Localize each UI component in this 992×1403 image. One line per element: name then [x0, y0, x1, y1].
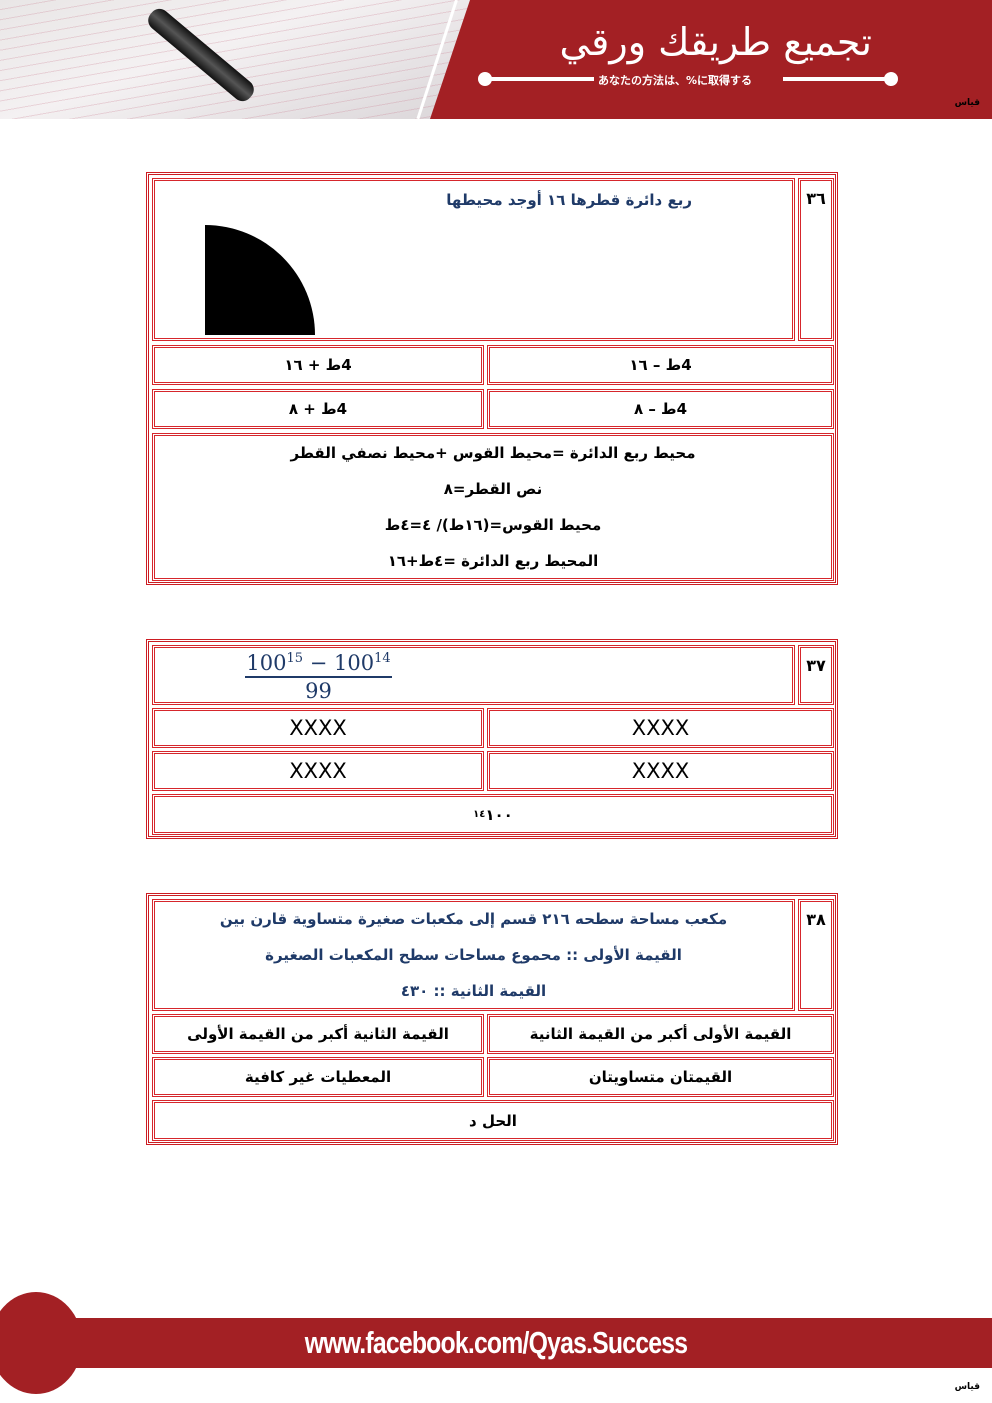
solution-line: المحيط ربع الدائرة =٤ط+١٦ [387, 552, 599, 570]
question-cell: مكعب مساحة سطحه ٢١٦ قسم إلى مكعبات صغيرة… [152, 899, 795, 1011]
option-d[interactable]: 4ط + ٨ [152, 389, 484, 429]
fraction-denominator: 99 [305, 679, 332, 703]
solution-line: محيط القوس=(١٦ط)/ ٤=٤ط [384, 516, 602, 534]
option-c[interactable]: XXXX [487, 751, 834, 791]
page-header: تجميع طريقك ورقي あなたの方法は、%に取得する قياس [0, 0, 992, 119]
option-d[interactable]: المعطيات غير كافية [152, 1057, 484, 1097]
answer-exponent: ١٤ [473, 809, 486, 820]
option-a[interactable]: 4ط – ١٦ [487, 345, 834, 385]
question-37-table: 10015 − 10014 99 ٣٧ XXXX XXXX XXXX XXXX … [146, 639, 838, 839]
question-36-table: ربع دائرة قطرها ١٦ أوجد محيطها ٣٦ 4ط – ١… [146, 172, 838, 585]
option-a[interactable]: XXXX [487, 708, 834, 748]
footer-circle [0, 1292, 82, 1394]
solution-line: محيط ربع الدائرة =محيط القوس +محيط نصفي … [290, 444, 696, 462]
header-photo [0, 0, 470, 119]
question-math: 10015 − 10014 99 [152, 645, 795, 705]
answer-cell: الحل د [152, 1100, 834, 1141]
solution-line: نص القطر=٨ [443, 480, 543, 498]
question-number: ٣٦ [798, 178, 834, 341]
option-b[interactable]: القيمة الثانية أكبر من القيمة الأولى [152, 1014, 484, 1054]
answer-base: ١٠٠ [485, 805, 513, 824]
question-text-line: القيمة الأولى :: محموع مساحات سطح المكعب… [265, 946, 682, 964]
header-title: تجميع طريقك ورقي [559, 20, 872, 64]
header-subtitle-line: あなたの方法は、%に取得する [478, 72, 898, 87]
option-c[interactable]: 4ط – ٨ [487, 389, 834, 429]
quarter-circle-figure [205, 225, 315, 335]
option-c[interactable]: القيمتان متساويتان [487, 1057, 834, 1097]
option-d[interactable]: XXXX [152, 751, 484, 791]
question-number: ٣٨ [798, 899, 834, 1011]
question-text-line: القيمة الثانية :: ٤٣٠ [400, 982, 547, 1000]
question-38-table: مكعب مساحة سطحه ٢١٦ قسم إلى مكعبات صغيرة… [146, 893, 838, 1145]
footer-logo: قياس [954, 1382, 980, 1392]
question-number: ٣٧ [798, 645, 834, 705]
option-b[interactable]: XXXX [152, 708, 484, 748]
header-subtitle: あなたの方法は、%に取得する [598, 74, 753, 87]
header-logo: قياس [954, 98, 980, 108]
question-text: ربع دائرة قطرها ١٦ أوجد محيطها [446, 191, 692, 209]
option-a[interactable]: القيمة الأولى أكبر من القيمة الثانية [487, 1014, 834, 1054]
question-cell: ربع دائرة قطرها ١٦ أوجد محيطها [152, 178, 795, 341]
page-footer [0, 1318, 992, 1368]
fraction-numerator: 10015 − 10014 [245, 646, 392, 678]
option-b[interactable]: 4ط + ١٦ [152, 345, 484, 385]
answer-cell: ١٠٠ ١٤ [152, 794, 834, 835]
solution-cell: محيط ربع الدائرة =محيط القوس +محيط نصفي … [152, 433, 834, 581]
footer-url[interactable]: www.facebook.com/Qyas.Success [304, 1325, 688, 1360]
question-text-line: مكعب مساحة سطحه ٢١٦ قسم إلى مكعبات صغيرة… [219, 910, 728, 928]
